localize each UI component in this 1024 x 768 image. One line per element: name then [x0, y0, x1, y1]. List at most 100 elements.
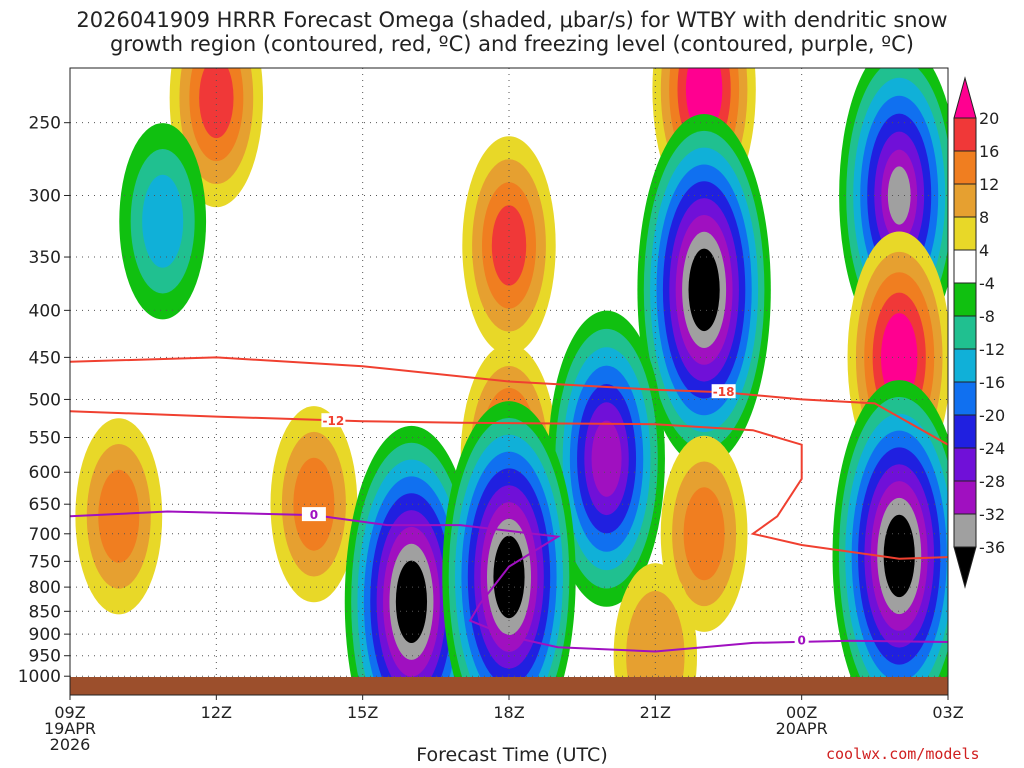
x-tick-label-18-0: 03Z — [932, 703, 963, 722]
omega-feature-max-10z-650 — [75, 418, 163, 615]
omega-feature-min-12z-325 — [119, 123, 207, 320]
credit-link[interactable]: coolwx.com/models — [826, 745, 980, 763]
colorbar-tick-10: -24 — [979, 439, 1005, 458]
omega-feature-max-14z-650 — [270, 406, 358, 603]
colorbar-tick-6: -8 — [979, 307, 995, 326]
omega-feature-max-18z-350 — [462, 136, 556, 355]
contour-line-red-1 — [70, 410, 948, 560]
omega-feature-min-02z-740 — [832, 380, 948, 677]
y-tick-label-700: 700 — [29, 525, 61, 545]
y-tick-label-400: 400 — [29, 301, 61, 321]
y-tick-label-800: 800 — [29, 578, 61, 598]
colorbar-tick-2: 12 — [979, 175, 999, 194]
omega-level-12 — [683, 487, 725, 581]
chart-title-line2: growth region (contoured, red, ºC) and f… — [110, 32, 914, 56]
omega-level--32 — [887, 166, 911, 225]
colorbar-swatch-9 — [953, 381, 977, 416]
y-tick-label-350: 350 — [29, 248, 61, 268]
colorbar-tick-5: -4 — [979, 274, 995, 293]
colorbar-tick-13: -36 — [979, 538, 1005, 557]
omega-level--36 — [688, 248, 720, 332]
colorbar-tick-11: -28 — [979, 472, 1005, 491]
omega-level-16 — [199, 68, 234, 139]
colorbar-tick-3: 8 — [979, 208, 989, 227]
y-axis: 250 300 350 400 450 500 550 600 650 700 750 800 850 9… — [18, 114, 70, 687]
colorbar-tick-1: 16 — [979, 142, 999, 161]
omega-level--28 — [591, 420, 622, 497]
x-tick-label-0-1: 19APR — [44, 719, 96, 738]
colorbar-swatch-1 — [953, 117, 977, 152]
omega-feature-max-12z-250 — [169, 68, 264, 208]
contour-label-purple-extra: 0 — [797, 634, 805, 648]
omega-level-16 — [491, 205, 527, 286]
omega-level--12 — [142, 174, 184, 268]
chart-title-line1: 2026041909 HRRR Forecast Omega (shaded, … — [76, 8, 948, 32]
omega-level-12 — [293, 457, 335, 551]
omega-level--36 — [493, 535, 525, 619]
colorbar-swatch-11 — [953, 447, 977, 482]
y-tick-label-300: 300 — [29, 186, 61, 206]
colorbar-swatch-8 — [953, 348, 977, 383]
y-tick-label-250: 250 — [29, 114, 61, 134]
omega-level-20 — [881, 313, 918, 402]
contour-label-red-1: -12 — [323, 414, 345, 428]
y-tick-label-450: 450 — [29, 348, 61, 368]
omega-feature-max-2230z-700 — [660, 435, 748, 632]
y-tick-label-600: 600 — [29, 463, 61, 483]
colorbar-swatch-14 — [953, 546, 977, 589]
contour-label-bg-extra — [794, 632, 809, 647]
colorbar-swatch-2 — [953, 150, 977, 185]
y-tick-label-650: 650 — [29, 495, 61, 515]
colorbar-swatch-5 — [953, 249, 977, 284]
colorbar-tick-12: -32 — [979, 505, 1005, 524]
colorbar-swatch-7 — [953, 315, 977, 350]
omega-level--36 — [395, 560, 428, 644]
colorbar-swatch-6 — [953, 282, 977, 317]
y-tick-label-1000: 1000 — [18, 667, 61, 687]
contour-label-bg-1 — [321, 413, 346, 428]
colorbar: 20 16 12 8 4 -4 -8 -12 -16 -20 -24 -28 -32 -36 — [953, 76, 1005, 589]
colorbar-swatch-3 — [953, 183, 977, 218]
grid-lines — [70, 68, 948, 677]
x-tick-label-12-0: 21Z — [640, 703, 671, 722]
x-tick-label-0-2: 2026 — [50, 735, 91, 754]
y-tick-label-750: 750 — [29, 552, 61, 572]
colorbar-swatch-0 — [953, 76, 977, 119]
colorbar-swatch-12 — [953, 480, 977, 515]
colorbar-tick-4: 4 — [979, 241, 989, 260]
contour-line-red-0 — [70, 356, 948, 446]
y-tick-label-550: 550 — [29, 428, 61, 448]
x-tick-label-9-0: 18Z — [493, 703, 524, 722]
omega-heatmap — [75, 68, 948, 677]
y-tick-label-850: 850 — [29, 602, 61, 622]
contour-label-red-0: -18 — [713, 385, 735, 399]
colorbar-tick-0: 20 — [979, 109, 999, 128]
colorbar-tick-8: -16 — [979, 373, 1005, 392]
x-axis-label: Forecast Time (UTC) — [416, 744, 608, 766]
colorbar-swatch-4 — [953, 216, 977, 251]
omega-feature-min-1630z-820 — [344, 425, 479, 677]
omega-feature-min-18z-780 — [442, 401, 576, 677]
omega-level-12 — [98, 469, 140, 563]
x-tick-label-0-0: 09Z — [54, 703, 85, 722]
omega-feature-min-2230z-400 — [637, 113, 771, 466]
x-tick-label-6-0: 15Z — [347, 703, 378, 722]
x-tick-label-15-0: 00Z — [786, 703, 817, 722]
x-tick-label-15-1: 20APR — [776, 719, 828, 738]
colorbar-tick-9: -20 — [979, 406, 1005, 425]
y-tick-label-950: 950 — [29, 647, 61, 667]
contour-label-bg-0 — [711, 384, 736, 399]
colorbar-swatch-10 — [953, 414, 977, 449]
contour-lines: -18 -12 0 0 — [70, 356, 948, 653]
x-tick-label-3-0: 12Z — [201, 703, 232, 722]
colorbar-tick-7: -12 — [979, 340, 1005, 359]
omega-level--36 — [883, 514, 915, 598]
contour-label-bg-2 — [301, 507, 326, 522]
ground-band — [70, 677, 948, 695]
contour-line-purple-2 — [70, 510, 948, 653]
y-tick-label-500: 500 — [29, 390, 61, 410]
contour-label-purple-2: 0 — [310, 508, 318, 522]
y-tick-label-900: 900 — [29, 625, 61, 645]
